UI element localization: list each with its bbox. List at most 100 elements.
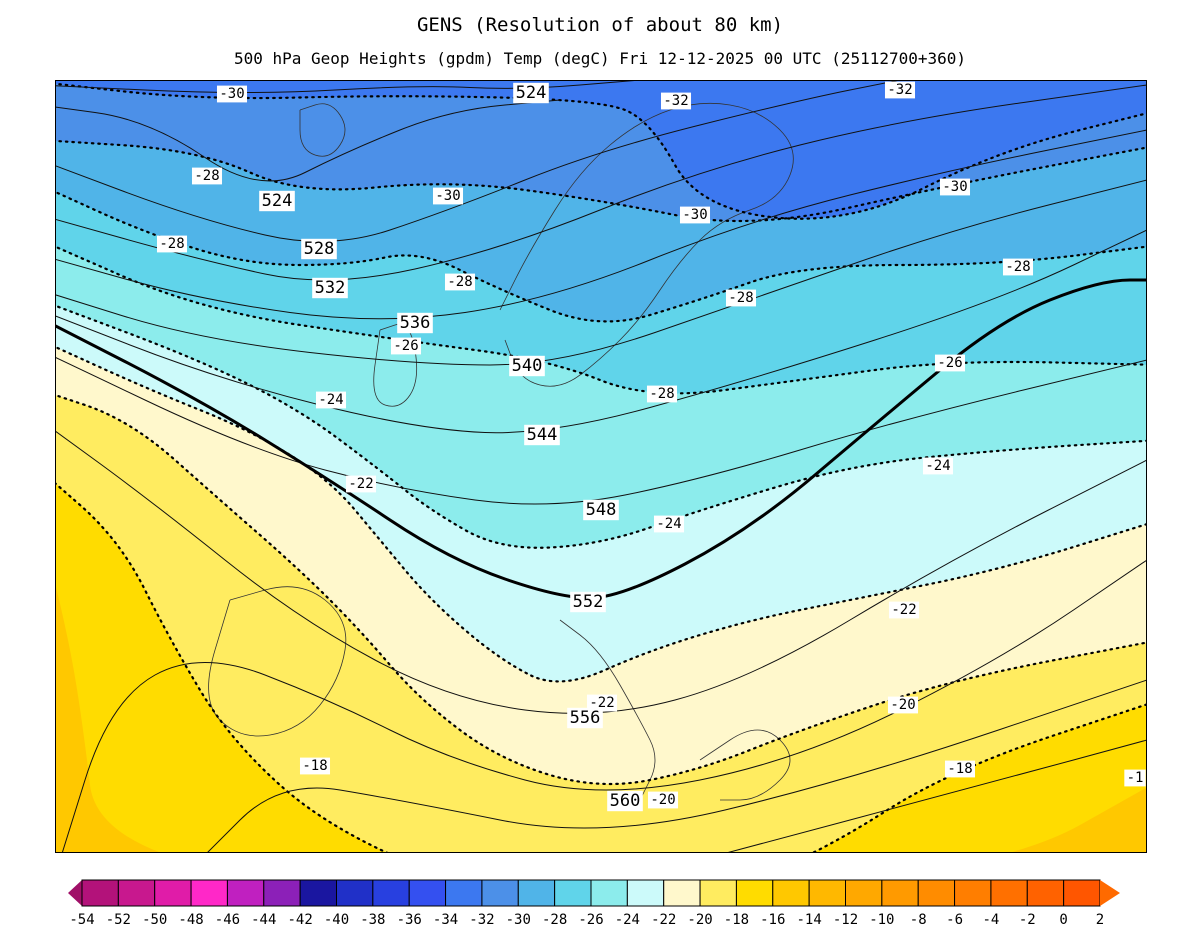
svg-text:-24: -24 xyxy=(318,392,343,408)
colorbar-tick: -52 xyxy=(106,912,131,928)
contour-labels: -30 -32 -32 -28 -30 -30 -30 -28 -28 -28 -28 -26 -26 -… xyxy=(156,81,1146,812)
svg-text:-18: -18 xyxy=(302,758,327,774)
colorbar-swatch xyxy=(735,879,774,907)
svg-text:-28: -28 xyxy=(447,274,472,290)
svg-text:-18: -18 xyxy=(947,761,972,777)
height-label: 544 xyxy=(524,424,560,446)
svg-text:548: 548 xyxy=(586,500,617,520)
colorbar-swatch xyxy=(190,879,228,907)
temperature-label: -18 xyxy=(299,757,331,775)
height-label: 548 xyxy=(583,499,619,521)
isotherm-line xyxy=(55,139,1147,223)
colorbar-tick: -8 xyxy=(910,912,927,928)
temperature-label: -28 xyxy=(156,235,188,253)
svg-text:560: 560 xyxy=(610,791,641,811)
height-label: 556 xyxy=(567,707,603,729)
coastline xyxy=(299,103,346,157)
colorbar-swatch xyxy=(845,879,883,907)
colorbar-swatch xyxy=(917,879,956,907)
temperature-label: -30 xyxy=(939,178,971,196)
svg-text:552: 552 xyxy=(573,592,604,612)
temperature-label: -22 xyxy=(888,601,920,619)
svg-text:-30: -30 xyxy=(682,207,707,223)
colorbar-tick: -40 xyxy=(324,912,349,928)
colorbar-swatch xyxy=(554,879,592,907)
colorbar-tick: -54 xyxy=(69,912,94,928)
colorbar-tick: -14 xyxy=(796,912,821,928)
isotherm-line xyxy=(55,190,1147,323)
colorbar-swatch xyxy=(117,879,156,907)
colorbar-tick: -6 xyxy=(946,912,963,928)
svg-text:-20: -20 xyxy=(650,792,675,808)
colorbar-tick: -24 xyxy=(615,912,640,928)
isotherm-lines xyxy=(55,82,1147,853)
svg-text:532: 532 xyxy=(315,278,346,298)
colorbar-under-arrow xyxy=(68,880,82,906)
colorbar-tick: -30 xyxy=(506,912,531,928)
colorbar-swatch xyxy=(990,879,1028,907)
temperature-label: -18 xyxy=(944,760,976,778)
temperature-label: -24 xyxy=(315,391,347,409)
band-lt-32 xyxy=(55,80,1147,219)
height-contour xyxy=(206,679,1147,853)
svg-text:-22: -22 xyxy=(348,476,373,492)
temperature-label: -20 xyxy=(647,791,679,809)
colorbar-swatch xyxy=(81,879,119,907)
svg-text:-24: -24 xyxy=(925,458,950,474)
colorbar-swatch xyxy=(1026,879,1065,907)
height-contour xyxy=(724,739,1147,853)
svg-text:-28: -28 xyxy=(649,386,674,402)
colorbar-tick: -16 xyxy=(760,912,785,928)
colorbar-tick: -4 xyxy=(982,912,999,928)
temperature-label: -26 xyxy=(390,337,422,355)
temperature-label: -30 xyxy=(432,187,464,205)
colorbar-swatch xyxy=(590,879,628,907)
temperature-label: -28 xyxy=(725,289,757,307)
height-contour xyxy=(55,229,1147,434)
svg-text:-26: -26 xyxy=(393,338,418,354)
colorbar-swatch xyxy=(626,879,665,907)
colorbar-tick: -46 xyxy=(215,912,240,928)
colorbar-swatch xyxy=(299,879,337,907)
svg-text:-32: -32 xyxy=(663,93,688,109)
temperature-label: -28 xyxy=(1002,258,1034,276)
svg-text:-32: -32 xyxy=(887,82,912,98)
svg-text:-30: -30 xyxy=(219,86,244,102)
height-label: 524 xyxy=(513,82,549,104)
colorbar-swatch xyxy=(772,879,810,907)
svg-text:-30: -30 xyxy=(942,179,967,195)
colorbar-tick: -22 xyxy=(651,912,676,928)
colorbar-tick: -26 xyxy=(578,912,603,928)
temperature-label: -30 xyxy=(216,85,248,103)
height-label: 528 xyxy=(301,238,337,260)
temperature-bands xyxy=(55,80,1147,853)
temperature-label: -22 xyxy=(345,475,377,493)
temperature-label: -28 xyxy=(646,385,678,403)
colorbar-tick: -28 xyxy=(542,912,567,928)
colorbar-swatch xyxy=(699,879,737,907)
svg-text:524: 524 xyxy=(262,191,293,211)
isotherm-line xyxy=(55,345,1147,683)
height-label: 552 xyxy=(570,591,606,613)
colorbar-swatch xyxy=(226,879,265,907)
svg-text:-1: -1 xyxy=(1127,770,1144,786)
colorbar-tick: -20 xyxy=(687,912,712,928)
coastline xyxy=(699,729,791,801)
temperature-label: -1 xyxy=(1124,769,1146,787)
svg-text:-28: -28 xyxy=(194,168,219,184)
colorbar-tick: -18 xyxy=(724,912,749,928)
colorbar: -54 -52 -50 -48 -46 -44 -42 -40 -38 -36 -34 -32 -30-… xyxy=(68,879,1120,928)
colorbar-swatch xyxy=(663,879,701,907)
height-contour xyxy=(55,356,1147,505)
svg-text:-28: -28 xyxy=(728,290,753,306)
height-contour xyxy=(55,129,1147,320)
chart-subtitle: 500 hPa Geop Heights (gpdm) Temp (degC) … xyxy=(233,49,967,68)
colorbar-swatch xyxy=(881,879,919,907)
colorbar-tick: -44 xyxy=(251,912,276,928)
svg-text:-30: -30 xyxy=(435,188,460,204)
colorbar-tick: -38 xyxy=(360,912,385,928)
isotherm-line xyxy=(55,82,1147,220)
temperature-label: -30 xyxy=(679,206,711,224)
svg-text:536: 536 xyxy=(400,313,431,333)
colorbar-tick: -36 xyxy=(397,912,422,928)
